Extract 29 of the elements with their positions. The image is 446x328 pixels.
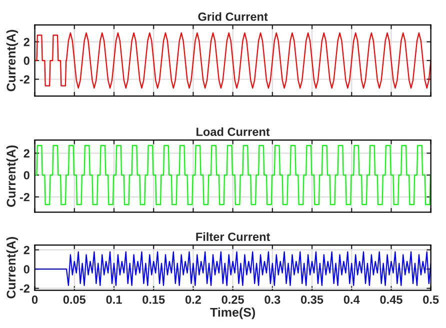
y-axis-title: Current(A) — [6, 146, 18, 207]
x-tick-label: 0.05 — [63, 295, 86, 304]
y-tick-label: -2 — [20, 192, 30, 202]
chart-title: Load Current — [196, 127, 270, 136]
y-axis-title: Current(A) — [6, 237, 18, 298]
line-series — [34, 251, 431, 286]
x-axis-title: Time(S) — [210, 308, 255, 320]
x-tick-label: 0.45 — [380, 295, 402, 304]
x-tick-label: 0.4 — [344, 295, 360, 304]
x-tick-label: 0.2 — [185, 295, 201, 304]
line-series — [34, 32, 431, 89]
y-tick-label: 0 — [24, 56, 30, 65]
x-tick-label: 0.3 — [264, 295, 280, 304]
x-tick-label: 0.5 — [423, 295, 439, 304]
y-tick-label: 2 — [24, 149, 30, 158]
y-axis-title: Current(A) — [6, 30, 18, 92]
x-tick-label: 0.15 — [142, 295, 165, 304]
chart-title: Filter Current — [196, 232, 270, 241]
x-tick-label: 0.1 — [106, 295, 122, 304]
y-tick-label: 2 — [24, 246, 30, 254]
y-tick-label: 0 — [24, 171, 30, 180]
x-tick-label: 0 — [32, 295, 38, 304]
y-tick-label: -2 — [20, 284, 30, 293]
chart-title: Grid Current — [198, 12, 268, 21]
y-tick-label: 0 — [24, 265, 30, 274]
y-tick-label: 2 — [24, 38, 30, 46]
x-tick-label: 0.35 — [301, 295, 324, 304]
y-tick-label: -2 — [20, 75, 30, 84]
x-tick-label: 0.25 — [222, 295, 244, 304]
